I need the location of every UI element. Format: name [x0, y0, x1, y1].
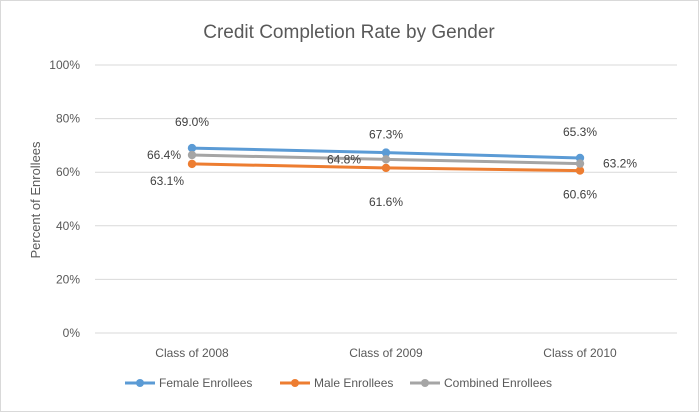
- legend-swatch-marker: [136, 379, 144, 387]
- y-tick-label: 60%: [56, 165, 80, 179]
- data-label: 63.2%: [603, 157, 637, 171]
- y-tick-label: 80%: [56, 112, 80, 126]
- data-label: 64.8%: [327, 152, 361, 166]
- series-group: [187, 143, 585, 175]
- data-point: [381, 155, 391, 164]
- data-label: 65.3%: [563, 125, 597, 139]
- data-point: [381, 163, 391, 173]
- data-label: 61.6%: [369, 195, 403, 209]
- y-tick-label: 20%: [56, 272, 80, 286]
- y-axis-ticks: 0% 20% 40% 60% 80% 100%: [49, 58, 80, 340]
- data-label: 60.6%: [563, 188, 597, 202]
- y-tick-label: 0%: [63, 326, 81, 340]
- gridlines: [95, 64, 677, 334]
- legend-label: Combined Enrollees: [444, 376, 552, 390]
- y-tick-label: 40%: [56, 219, 80, 233]
- legend-swatch-marker: [421, 379, 429, 387]
- data-point: [575, 166, 585, 175]
- x-tick-label: Class of 2008: [155, 346, 229, 360]
- y-tick-label: 100%: [49, 58, 80, 72]
- data-labels: 69.0% 67.3% 65.3% 63.1% 61.6% 60.6% 66.4% 64.8%…: [147, 115, 637, 209]
- y-axis-title: Percent of Enrollees: [28, 141, 43, 259]
- x-tick-label: Class of 2010: [543, 346, 617, 360]
- data-point: [381, 148, 391, 157]
- legend-swatch-marker: [291, 379, 299, 387]
- data-point: [187, 150, 197, 160]
- legend: Female Enrollees Male Enrollees Combined E…: [125, 376, 552, 390]
- chart-title: Credit Completion Rate by Gender: [203, 22, 495, 43]
- legend-label: Female Enrollees: [159, 376, 252, 390]
- data-label: 69.0%: [175, 115, 209, 129]
- x-tick-label: Class of 2009: [349, 346, 423, 360]
- legend-label: Male Enrollees: [314, 376, 393, 390]
- x-axis-ticks: Class of 2008 Class of 2009 Class of 2010: [155, 346, 617, 360]
- data-point: [187, 159, 197, 169]
- data-point: [575, 159, 585, 168]
- data-label: 67.3%: [369, 128, 403, 142]
- data-label: 66.4%: [147, 148, 181, 162]
- data-label: 63.1%: [150, 174, 184, 188]
- data-point: [187, 143, 197, 153]
